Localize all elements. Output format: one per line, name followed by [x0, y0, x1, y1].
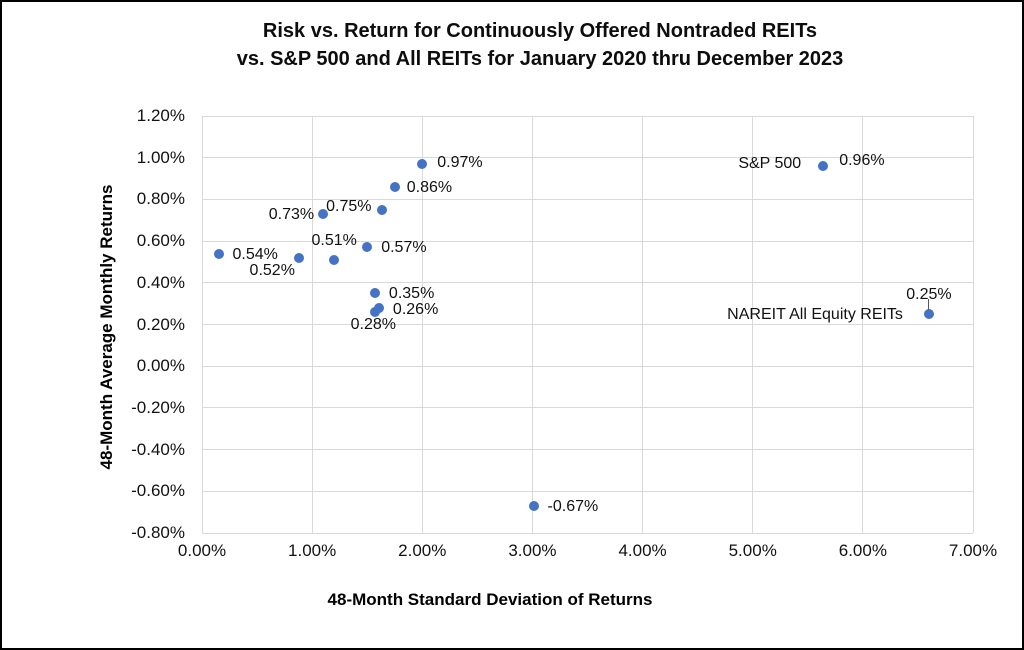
- data-point: [362, 242, 373, 253]
- y-tick-label: -0.60%: [131, 481, 185, 501]
- horizontal-gridline: [202, 157, 973, 159]
- x-tick-label: 3.00%: [508, 541, 557, 560]
- y-tick-label: 1.20%: [136, 106, 185, 125]
- y-tick-label: -0.20%: [131, 397, 185, 417]
- data-label-leader-line: [928, 299, 930, 311]
- data-point: [329, 254, 340, 265]
- y-tick-label: 1.00%: [136, 147, 185, 167]
- data-point: [818, 161, 829, 172]
- data-point: [369, 288, 380, 299]
- data-point-label: 0.35%: [388, 285, 435, 303]
- y-tick-label: 0.80%: [136, 189, 185, 209]
- series-label: NAREIT All Equity REITs: [727, 306, 903, 324]
- data-point: [293, 252, 304, 263]
- series-label: S&P 500: [738, 155, 802, 173]
- horizontal-gridline: [202, 240, 973, 242]
- data-point: [389, 181, 400, 192]
- data-point-label: 0.73%: [268, 205, 315, 223]
- y-tick-label: 0.60%: [136, 231, 185, 251]
- data-point: [369, 306, 380, 317]
- data-point: [318, 208, 329, 219]
- chart-title-line2: vs. S&P 500 and All REITs for January 20…: [236, 48, 844, 70]
- data-point-label: 0.97%: [437, 153, 483, 171]
- data-point-label: -0.67%: [547, 497, 599, 515]
- horizontal-gridline: [202, 407, 973, 409]
- y-tick-label: -0.40%: [131, 439, 185, 459]
- x-tick-label: 2.00%: [398, 541, 447, 560]
- chart-title-line1: Risk vs. Return for Continuously Offered…: [262, 20, 818, 42]
- data-point-label: 0.51%: [311, 231, 357, 249]
- horizontal-gridline: [202, 198, 973, 200]
- horizontal-gridline: [202, 282, 973, 284]
- y-tick-label: 0.40%: [136, 272, 185, 292]
- horizontal-gridline: [202, 324, 973, 325]
- data-point-label: 0.75%: [326, 197, 372, 215]
- data-point-label: 0.25%: [906, 286, 952, 304]
- x-axis-title: 48-Month Standard Deviation of Returns: [327, 590, 653, 609]
- horizontal-gridline: [202, 490, 973, 492]
- x-tick-label: 0.00%: [177, 541, 227, 560]
- vertical-gridline: [972, 116, 974, 533]
- y-axis-title: 48-Month Average Monthly Returns: [97, 184, 116, 470]
- horizontal-gridline: [202, 532, 973, 534]
- data-point: [417, 158, 428, 169]
- y-tick-label: -0.80%: [131, 523, 185, 542]
- y-tick-label: 0.20%: [136, 314, 185, 334]
- y-tick-label: 0.00%: [136, 356, 185, 376]
- x-tick-label: 5.00%: [728, 541, 777, 560]
- horizontal-gridline: [202, 115, 973, 117]
- data-point-label: 0.26%: [392, 300, 439, 318]
- x-tick-label: 6.00%: [838, 541, 887, 560]
- data-point-label: 0.86%: [406, 178, 453, 196]
- horizontal-gridline: [202, 449, 973, 451]
- data-point-label: 0.57%: [381, 239, 427, 257]
- x-tick-label: 1.00%: [288, 541, 337, 560]
- data-point-label: 0.96%: [839, 152, 885, 170]
- horizontal-gridline: [202, 365, 973, 367]
- x-tick-label: 4.00%: [618, 541, 667, 560]
- data-point-label: 0.52%: [249, 261, 295, 279]
- data-point-label: 0.28%: [350, 315, 397, 333]
- x-tick-label: 7.00%: [948, 541, 998, 560]
- data-point: [213, 248, 224, 259]
- data-point: [528, 500, 539, 511]
- data-point-label: 0.54%: [232, 245, 278, 263]
- data-point: [376, 204, 387, 215]
- data-point: [374, 302, 385, 313]
- data-point: [923, 309, 934, 320]
- chart-title: Risk vs. Return for Continuously Offered…: [80, 17, 1000, 73]
